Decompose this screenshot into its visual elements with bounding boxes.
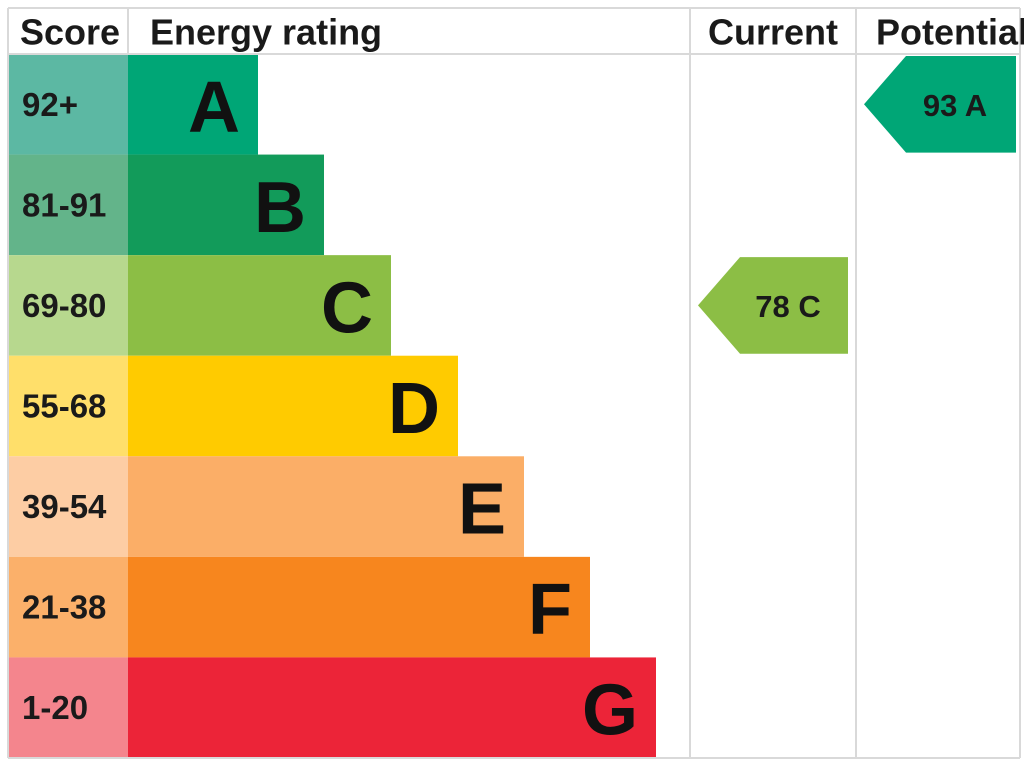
score-cell-d <box>8 355 128 457</box>
score-range-d: 55-68 <box>22 388 106 425</box>
band-bar-c <box>128 255 391 356</box>
band-bar-d <box>128 355 458 457</box>
current-rating-arrow: 78 C <box>698 257 848 354</box>
score-cell-c <box>8 255 128 356</box>
band-row-e: 39-54 E <box>8 456 524 557</box>
potential-rating-arrow-shape <box>864 56 1016 153</box>
band-row-f: 21-38 F <box>8 556 590 658</box>
header-potential: Potential <box>876 12 1024 53</box>
band-letter-d: D <box>388 369 440 449</box>
band-row-c: 69-80 C <box>8 255 391 356</box>
score-range-f: 21-38 <box>22 589 106 626</box>
band-bar-a <box>128 54 258 155</box>
band-letter-g: G <box>582 671 638 751</box>
band-letter-a: A <box>188 67 240 147</box>
header-score: Score <box>20 12 120 53</box>
score-cell-b <box>8 154 128 256</box>
score-range-e: 39-54 <box>22 488 107 525</box>
score-cell-f <box>8 556 128 658</box>
current-rating-arrow-shape <box>698 257 848 354</box>
band-bar-b <box>128 154 324 256</box>
potential-rating-arrow-label: 93 A <box>923 88 987 123</box>
band-bar-g <box>128 657 656 758</box>
band-letter-b: B <box>254 168 306 248</box>
score-range-c: 69-80 <box>22 287 106 324</box>
band-row-a: 92+ A <box>8 54 258 155</box>
score-cell-a <box>8 54 128 155</box>
header-current: Current <box>708 12 838 53</box>
current-rating-arrow-label: 78 C <box>755 289 820 324</box>
score-cell-g <box>8 657 128 758</box>
potential-rating-arrow: 93 A <box>864 56 1016 153</box>
band-row-b: 81-91 B <box>8 154 324 256</box>
band-letter-e: E <box>458 470 506 550</box>
band-letter-c: C <box>321 268 373 348</box>
header-energy-rating: Energy rating <box>150 12 382 53</box>
band-letter-f: F <box>528 570 572 650</box>
band-row-d: 55-68 D <box>8 355 458 457</box>
band-bar-e <box>128 456 524 557</box>
score-cell-e <box>8 456 128 557</box>
score-range-g: 1-20 <box>22 689 88 726</box>
score-range-b: 81-91 <box>22 186 106 223</box>
score-range-a: 92+ <box>22 86 78 123</box>
band-row-g: 1-20 G <box>8 657 656 758</box>
band-bar-f <box>128 556 590 658</box>
